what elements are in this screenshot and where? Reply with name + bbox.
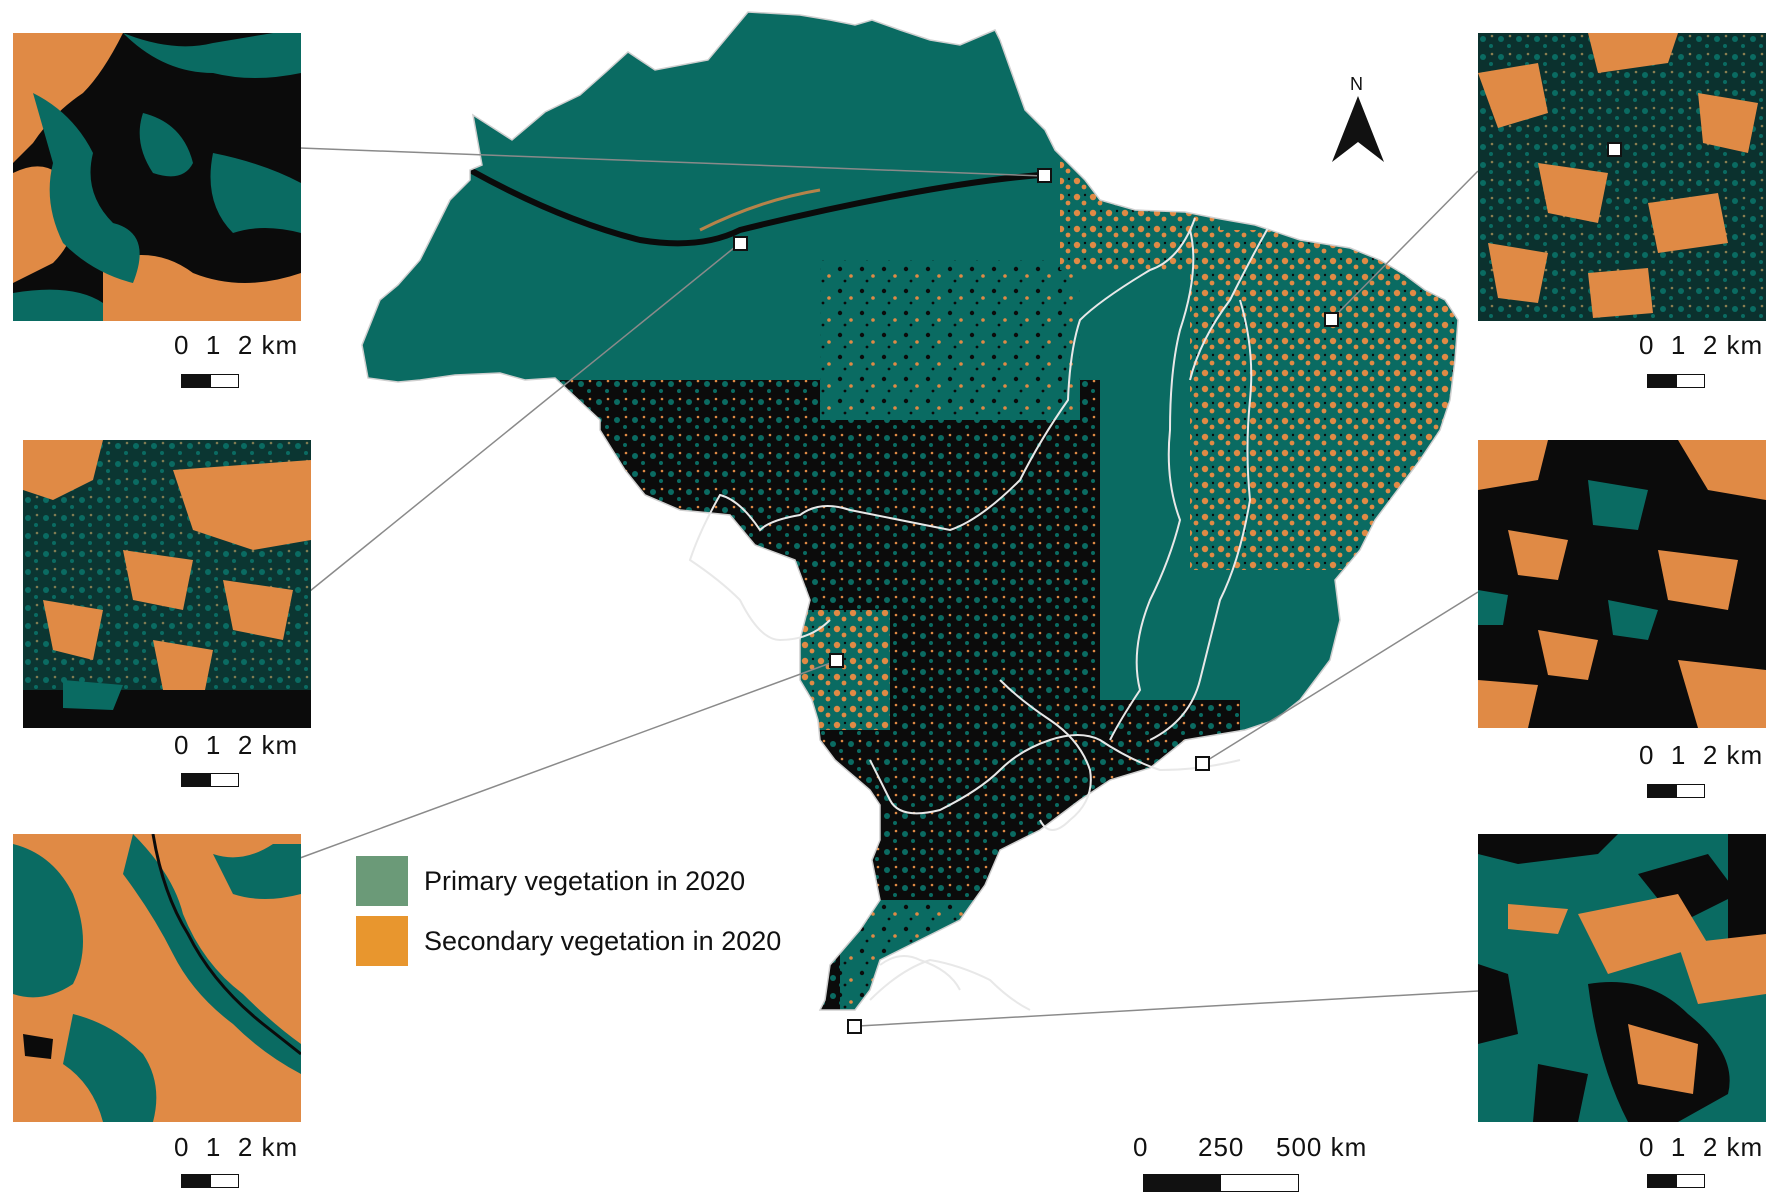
scale-tick-0: 0 — [1639, 1132, 1655, 1162]
legend-label-primary: Primary vegetation in 2020 — [424, 865, 746, 896]
scale-bar — [181, 1174, 239, 1188]
scale-tick-0: 0 — [174, 330, 190, 360]
legend-swatch-secondary — [356, 916, 408, 966]
scale-tick-0: 0 — [1639, 330, 1655, 360]
scale-bar — [1647, 784, 1705, 798]
marker-bottom-left — [829, 653, 844, 668]
scale-tick-1: 1 — [1670, 740, 1687, 770]
marker-top-right — [1324, 312, 1339, 327]
scale-tick-1: 1 — [205, 730, 222, 760]
scale-tick-1: 1 — [205, 330, 222, 360]
legend-label-secondary: Secondary vegetation in 2020 — [424, 925, 782, 956]
map-scale-tick-1: 250 — [1198, 1132, 1245, 1162]
scale-tick-2: 2 km — [237, 330, 299, 360]
map-scale-tick-0: 0 — [1133, 1132, 1149, 1162]
legend-swatch-primary — [356, 856, 408, 906]
inset-middle-left — [23, 440, 311, 728]
marker-middle-left — [733, 236, 748, 251]
marker-middle-right — [1195, 756, 1210, 771]
north-arrow: N — [1328, 74, 1388, 164]
inset-top-left — [13, 33, 301, 321]
scale-bar — [1647, 374, 1705, 388]
biome-borders — [688, 217, 1269, 1011]
inset-bottom-right — [1478, 834, 1766, 1122]
leader-lines — [299, 147, 1479, 1027]
scale-tick-2: 2 km — [237, 1132, 299, 1162]
location-markers — [733, 168, 1339, 1034]
legend-item-secondary: Secondary vegetation in 2020 — [356, 916, 781, 966]
inset-middle-right — [1478, 440, 1766, 728]
map-scale-bar-graphic — [1143, 1174, 1299, 1192]
inset-bottom-left — [13, 834, 301, 1122]
scale-bar — [181, 374, 239, 388]
scale-tick-0: 0 — [174, 730, 190, 760]
scale-bar — [1647, 1174, 1705, 1188]
scale-tick-2: 2 km — [237, 730, 299, 760]
scale-tick-1: 1 — [1670, 330, 1687, 360]
scale-tick-2: 2 km — [1702, 1132, 1764, 1162]
marker-top-left — [1037, 168, 1052, 183]
scale-tick-0: 0 — [174, 1132, 190, 1162]
marker-bottom-right — [847, 1019, 862, 1034]
scale-tick-2: 2 km — [1702, 740, 1764, 770]
legend-item-primary: Primary vegetation in 2020 — [356, 856, 745, 906]
map-scale-tick-2: 500 km — [1276, 1132, 1368, 1162]
scale-tick-2: 2 km — [1702, 330, 1764, 360]
north-label: N — [1350, 74, 1363, 94]
scale-tick-1: 1 — [205, 1132, 222, 1162]
inset-top-right — [1478, 33, 1766, 321]
north-arrow-icon — [1332, 96, 1384, 162]
scale-tick-0: 0 — [1639, 740, 1655, 770]
scale-bar — [181, 773, 239, 787]
scale-tick-1: 1 — [1670, 1132, 1687, 1162]
